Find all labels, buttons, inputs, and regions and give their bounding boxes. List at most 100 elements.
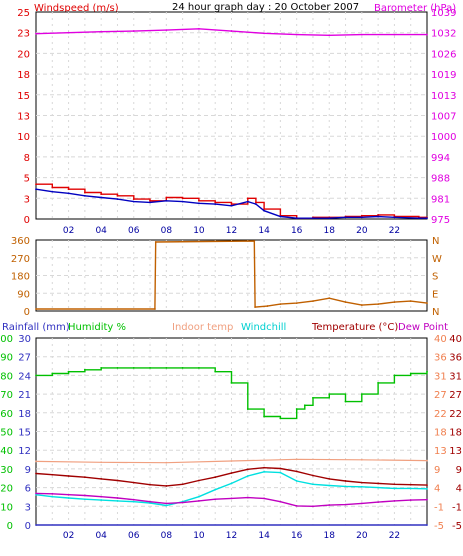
baro-y-tick-label: 1000 xyxy=(431,132,456,143)
dir-compass-y-tick-label: N xyxy=(432,236,439,247)
windspeed-line-point xyxy=(149,199,151,202)
wind-x-tick-label: 20 xyxy=(356,226,368,236)
temperature-line-point xyxy=(263,466,265,469)
wind-average-line-point xyxy=(214,203,217,205)
humidity-line-point xyxy=(377,381,380,384)
windchill-line-point xyxy=(246,475,249,477)
temperature-line-point xyxy=(279,467,282,470)
temp-x-tick-label: 06 xyxy=(128,531,140,541)
dewpoint-line-point xyxy=(393,499,396,502)
rainfall-y-tick-label: 27 xyxy=(18,353,31,364)
dewpoint-line-point xyxy=(360,502,363,505)
dir-compass-y-tick-label: W xyxy=(432,254,442,265)
wind-x-tick-label: 12 xyxy=(226,226,237,236)
windspeed-line-point xyxy=(67,188,70,191)
barometer-line-point xyxy=(165,29,168,32)
wind-y-tick-label: 5 xyxy=(24,174,30,185)
humidity-y-tick-label: 70 xyxy=(0,390,13,401)
humidity-line-point xyxy=(67,370,70,373)
wind-direction-line-point xyxy=(279,303,282,305)
baro-y-tick-label: 1039 xyxy=(431,8,456,19)
windspeed-line-point xyxy=(165,196,168,199)
wind-x-tick-label: 22 xyxy=(389,226,400,236)
temperature-line-point xyxy=(67,475,70,477)
wind-direction-line-point xyxy=(295,302,298,305)
temperature-line-point xyxy=(149,483,151,486)
temp-a-y-tick-label: 36 xyxy=(434,353,447,364)
humidity-line-point xyxy=(344,400,347,403)
indoor-temp-label: Indoor temp xyxy=(172,322,233,333)
windspeed-line-point xyxy=(83,191,86,194)
humidity-line-point xyxy=(149,367,151,369)
panel-wind: 25 23 20 18 15 13 10 8 5 3 0 1039 1032 1026 1019 1013 10… xyxy=(17,8,456,236)
windchill-line-point xyxy=(360,485,363,488)
wind-y-tick-label: 3 xyxy=(24,194,30,205)
temp-b-y-tick-label: 22 xyxy=(449,409,462,420)
humidity-y-tick-label: 30 xyxy=(0,465,13,476)
humidity-line-point xyxy=(214,370,217,373)
dir-y-tick-label: 360 xyxy=(11,236,30,247)
humidity-y-tick-label: 0 xyxy=(7,521,13,532)
barometer-label: Barometer (hPa) xyxy=(374,3,456,14)
windchill-line-point xyxy=(377,486,380,489)
rainfall-y-tick-label: 21 xyxy=(18,390,31,401)
temp-x-tick-label: 12 xyxy=(226,531,237,541)
rainfall-y-tick-label: 15 xyxy=(18,428,31,439)
temperature-line-point xyxy=(35,472,37,475)
wind-direction-line-point xyxy=(154,241,157,243)
temp-x-tick-label: 08 xyxy=(161,531,173,541)
rainfall-y-tick-label: 18 xyxy=(18,409,31,420)
wind-direction-line-point xyxy=(426,302,428,305)
temp-b-y-tick-label: 27 xyxy=(449,390,462,401)
temp-a-y-tick-label: 22 xyxy=(434,409,447,420)
wind-y-tick-label: 18 xyxy=(17,70,30,81)
wind-direction-line-point xyxy=(328,297,331,300)
humidity-y-tick-label: 20 xyxy=(0,484,13,495)
wind-direction-line-point xyxy=(377,303,380,305)
windspeed-line-point xyxy=(116,194,119,197)
wind-average-line-point xyxy=(312,217,314,220)
temp-b-y-tick-label: 4 xyxy=(456,484,462,495)
temperature-line-point xyxy=(409,483,412,486)
temp-b-y-tick-label: 18 xyxy=(449,428,462,439)
temperature-line-point xyxy=(328,477,331,480)
windspeed-line-point xyxy=(230,203,233,205)
windchill-line-point xyxy=(83,498,86,501)
temperature-line-point xyxy=(377,482,380,485)
humidity-y-tick-label: 80 xyxy=(0,371,13,382)
temperature-line-point xyxy=(426,484,428,487)
humidity-y-tick-label: 100 xyxy=(0,334,13,345)
humidity-line-point xyxy=(426,370,428,373)
humidity-label: Humidity % xyxy=(68,322,126,333)
temperature-line-point xyxy=(165,485,168,487)
rainfall-y-tick-label: 24 xyxy=(18,371,31,382)
barometer-line-point xyxy=(100,30,103,33)
temp-b-y-tick-label: 36 xyxy=(449,353,462,364)
dewpoint-line-point xyxy=(409,499,412,501)
barometer-line-point xyxy=(230,30,233,32)
humidity-y-tick-label: 90 xyxy=(0,353,13,364)
wind-x-tick-label: 02 xyxy=(63,226,74,236)
humidity-y-tick-label: 40 xyxy=(0,446,13,457)
dewpoint-line-point xyxy=(132,498,135,501)
windchill-line-point xyxy=(35,493,37,496)
temp-a-y-tick-label: -1 xyxy=(434,502,444,513)
barometer-line-point xyxy=(67,31,70,34)
wind-average-line-point xyxy=(417,217,420,220)
wind-average-line-point xyxy=(181,200,184,203)
wind-y-tick-label: 13 xyxy=(17,112,30,123)
humidity-y-tick-label: 60 xyxy=(0,409,13,420)
temp-x-tick-label: 16 xyxy=(291,531,303,541)
humidity-line-point xyxy=(328,393,331,395)
wind-average-line-point xyxy=(263,209,265,212)
windspeed-line-point xyxy=(132,198,135,201)
wind-direction-line-point xyxy=(254,306,257,308)
wind-average-line-point xyxy=(51,190,54,193)
temperature-line-point xyxy=(360,481,363,484)
temp-x-tick-label: 04 xyxy=(95,531,107,541)
dewpoint-line-point xyxy=(263,497,265,500)
windchill-line-point xyxy=(165,504,168,507)
temp-a-y-tick-label: 27 xyxy=(434,390,447,401)
wind-average-line-point xyxy=(255,203,257,205)
